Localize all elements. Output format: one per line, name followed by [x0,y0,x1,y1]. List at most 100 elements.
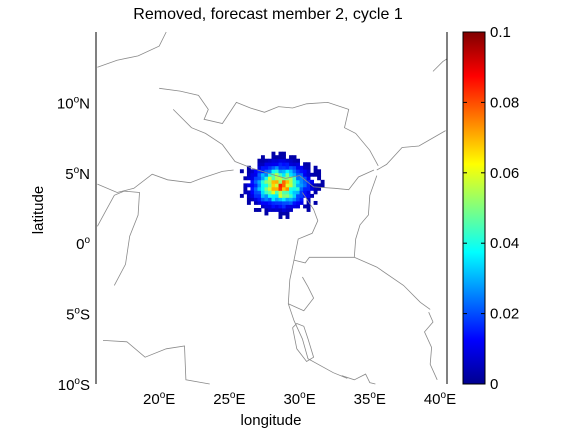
heatmap-cell [267,193,272,198]
country-border [341,373,376,385]
heatmap-cell [278,200,283,205]
heatmap-cell [243,186,248,191]
heatmap-cell [260,197,265,202]
heatmap-cell [253,190,258,195]
heatmap-cell [313,169,318,174]
heatmap-cell [260,190,265,195]
heatmap-cell [260,186,265,191]
heatmap-cell [275,186,279,191]
heatmap-cell [282,186,286,191]
heatmap-cell [260,162,265,167]
colorbar-tick-label: 0.06 [490,165,519,182]
heatmap-cell [257,190,262,195]
heatmap-cell [267,172,272,177]
heatmap-cell [282,204,286,209]
heatmap-cell [303,190,307,195]
heatmap-cell [239,169,244,174]
heatmap-cell [243,183,248,188]
heatmap-cell [271,183,276,188]
heatmap-cell [299,172,304,177]
country-border [353,175,378,258]
heatmap-cell [257,176,262,181]
heatmap-cell [285,204,290,209]
heatmap-cell [264,165,269,170]
heatmap-cell [260,179,265,184]
heatmap-cell [253,200,258,205]
heatmap-cell [292,169,297,174]
heatmap-cell [267,179,272,184]
heatmap-cell [257,158,262,163]
heatmap-cell [278,155,283,160]
heatmap-cell [296,193,300,198]
heatmap-cell [271,204,276,209]
heatmap-cell [310,193,315,198]
heatmap-cell [264,200,269,205]
heatmap-cell [306,183,311,188]
heatmap-cell [250,193,255,198]
heatmap-cell [275,155,279,160]
heatmap-cell [285,197,290,202]
heatmap-cell [246,193,251,198]
heatmap-cell [289,179,293,184]
heatmap-cell [296,176,300,181]
heatmap-cell [306,186,311,191]
lon-tick-label: 40oE [424,390,456,408]
heatmap-cell [275,179,279,184]
heatmap-cell [282,172,286,177]
colorbar-ticks: 0 0.02 0.04 0.06 0.08 0.1 [463,24,519,393]
heatmap-cell [246,169,251,174]
heatmap-cell [271,193,276,198]
colorbar-tick-label: 0 [490,376,498,393]
heatmap-cell [282,155,286,160]
heatmap-cell [306,193,311,198]
heatmap-cell [282,179,286,184]
heatmap-cell [296,172,300,177]
heatmap-cell [278,215,283,219]
chart-title: Removed, forecast member 2, cycle 1 [133,6,403,23]
heatmap-cell [257,165,262,170]
heatmap-cell [292,193,297,198]
heatmap-cell [306,204,311,209]
heatmap-cell [289,155,293,160]
heatmap-cell [260,204,265,209]
heatmap-cell [317,169,322,174]
heatmap-cell [264,193,269,198]
heatmap-cell [289,197,293,202]
probability-heatmap [239,151,325,219]
heatmap-cell [289,190,293,195]
heatmap-cell [246,197,251,202]
heatmap-cell [264,176,269,181]
heatmap-cell [267,190,272,195]
heatmap-cell [292,179,297,184]
heatmap-cell [282,208,286,212]
heatmap-cell [271,165,276,170]
heatmap-cell [278,165,283,170]
heatmap-cell [296,183,300,188]
heatmap-cell [306,162,311,167]
heatmap-cell [278,172,283,177]
heatmap-cell [271,158,276,163]
heatmap-cell [296,190,300,195]
heatmap-cell [271,169,276,174]
heatmap-cell [271,179,276,184]
heatmap-cell [303,169,307,174]
heatmap-cell [303,183,307,188]
heatmap-cell [303,176,307,181]
heatmap-cell [289,162,293,167]
heatmap-cell [282,165,286,170]
heatmap-cell [253,179,258,184]
lat-tick-label: 10oN [57,94,90,112]
heatmap-cell [246,176,251,181]
heatmap-cell [299,197,304,202]
heatmap-cell [275,200,279,205]
heatmap-cell [313,165,318,170]
heatmap-cell [282,158,286,163]
heatmap-cell [285,179,290,184]
heatmap-cell [264,204,269,209]
heatmap-cell [257,193,262,198]
heatmap-cell [278,193,283,198]
heatmap-cell [292,155,297,160]
heatmap-cell [285,193,290,198]
heatmap-cell [289,208,293,212]
